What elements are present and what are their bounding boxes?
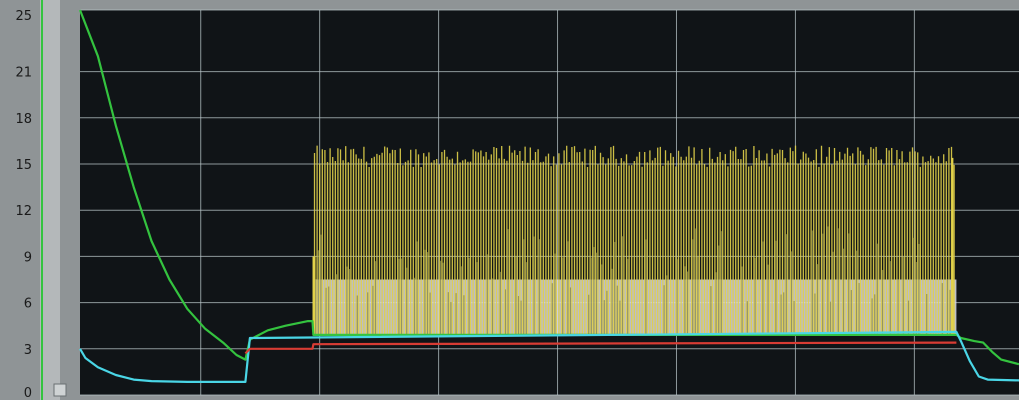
y-axis-ticks: 0 3 6 9 12 15 18 21 25 <box>15 9 32 400</box>
series-yellow <box>312 145 957 335</box>
series-line-1 <box>79 330 1019 383</box>
y-tick-label-7: 21 <box>15 66 32 81</box>
y-tick-label-2: 6 <box>24 297 32 312</box>
scroll-button[interactable] <box>53 383 67 397</box>
y-tick-label-8: 25 <box>15 9 32 24</box>
y-tick-label-5: 15 <box>15 158 32 173</box>
y-tick-label-4: 12 <box>15 204 32 219</box>
left-rail <box>40 0 60 400</box>
series-line-2 <box>244 341 957 355</box>
y-tick-label-0: 0 <box>24 386 32 400</box>
series-line-0 <box>78 9 1019 366</box>
y-tick-label-3: 9 <box>24 250 32 265</box>
y-tick-label-6: 18 <box>15 112 32 127</box>
series-lines <box>41 0 1019 400</box>
y-tick-label-1: 3 <box>24 343 32 358</box>
